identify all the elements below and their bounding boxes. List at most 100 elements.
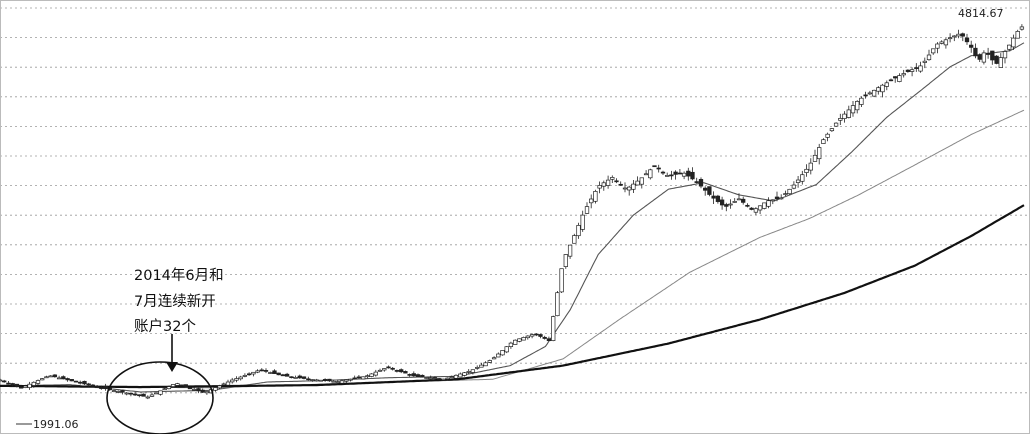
candle-body <box>437 378 442 380</box>
candle-body <box>69 379 74 382</box>
candle-body <box>306 378 311 381</box>
candle-body <box>158 390 163 395</box>
candle-body <box>627 186 632 191</box>
candle-body <box>977 54 982 60</box>
candle-body <box>635 180 640 186</box>
candle-body <box>631 183 636 190</box>
candle-body <box>40 378 45 381</box>
candle-body <box>791 184 797 189</box>
candle-body <box>124 392 129 395</box>
candle-body <box>741 198 746 203</box>
candle-body <box>496 353 501 358</box>
candle-body <box>736 198 742 201</box>
candle-body <box>154 392 159 395</box>
candle-body <box>610 177 615 180</box>
candle-body <box>918 65 923 72</box>
candle-body <box>504 346 509 353</box>
candle-body <box>601 182 606 187</box>
candle-body <box>44 376 49 379</box>
candle-body <box>86 383 91 386</box>
candle-body <box>335 381 340 383</box>
candle-body <box>745 204 750 207</box>
candle-body <box>964 37 970 43</box>
candle-body <box>711 195 716 199</box>
candle-body <box>850 105 856 114</box>
candle-body <box>719 199 725 206</box>
candle-body <box>1015 31 1020 39</box>
candle-body <box>859 97 864 105</box>
candle-body <box>500 350 505 356</box>
candle-body <box>703 187 708 191</box>
candle-body <box>445 377 450 380</box>
candle-body <box>909 69 915 72</box>
candle-body <box>10 383 15 386</box>
candle-body <box>677 172 683 175</box>
candle-body <box>238 376 243 380</box>
candle-body <box>230 379 235 383</box>
candle-body <box>453 374 459 379</box>
annotation-line-3: 账户32个 <box>134 318 196 335</box>
candle-body <box>18 386 24 389</box>
candle-body <box>614 180 619 183</box>
candle-body <box>487 360 492 363</box>
candle-body <box>356 376 362 379</box>
candle-body <box>956 33 961 37</box>
candle-body <box>707 186 712 195</box>
candle-body <box>221 383 226 386</box>
candle-body <box>605 179 611 186</box>
candle-body <box>838 118 843 121</box>
candle-body <box>196 388 201 392</box>
candle-body <box>521 337 526 341</box>
candle-body <box>572 235 577 244</box>
candle-body <box>960 33 965 37</box>
candle-body <box>897 75 902 82</box>
candle-body <box>141 393 146 397</box>
candle-body <box>90 384 96 387</box>
candle-body <box>939 41 944 44</box>
candle-body <box>969 44 974 48</box>
candle-body <box>192 389 197 391</box>
candle-body <box>656 167 661 170</box>
candle-body <box>65 378 70 381</box>
candle-body <box>567 244 573 257</box>
candle-body <box>318 379 324 382</box>
series-layer <box>0 42 1025 393</box>
candle-body <box>48 375 53 378</box>
candle-body <box>255 370 260 373</box>
candle-body <box>52 374 58 378</box>
candle-body <box>825 133 830 138</box>
annotation-line-2: 7月连续新开 <box>134 293 216 310</box>
candle-body <box>344 379 349 382</box>
candle-body <box>475 367 480 369</box>
candle-body <box>361 376 366 380</box>
candle-body <box>217 385 222 389</box>
candle-body <box>0 379 3 382</box>
candle-body <box>289 376 294 379</box>
candle-body <box>749 207 754 210</box>
candle-body <box>145 396 150 399</box>
candle-body <box>441 378 446 381</box>
ma-thin-line <box>0 42 1025 393</box>
annotation-callout: 2014年6月和 7月连续新开 账户32个 <box>106 267 224 434</box>
candle-body <box>817 147 822 160</box>
candle-body <box>491 357 497 360</box>
candle-body <box>483 362 488 367</box>
candle-body <box>673 171 678 175</box>
annotation-circle <box>106 361 214 434</box>
candle-body <box>555 292 560 317</box>
candle-body <box>132 393 138 396</box>
candle-body <box>35 380 41 384</box>
candle-body <box>517 338 522 342</box>
candle-body <box>415 374 421 377</box>
candle-body <box>508 342 514 347</box>
candle-body <box>462 372 467 376</box>
candle-body <box>715 195 721 202</box>
candle-body <box>331 380 336 383</box>
candle-body <box>639 177 644 185</box>
candle-body <box>821 139 826 144</box>
candle-body <box>914 67 919 69</box>
candle-body <box>99 387 104 389</box>
candle-body <box>225 381 231 386</box>
candle-body <box>162 388 167 391</box>
candle-body <box>204 391 210 394</box>
